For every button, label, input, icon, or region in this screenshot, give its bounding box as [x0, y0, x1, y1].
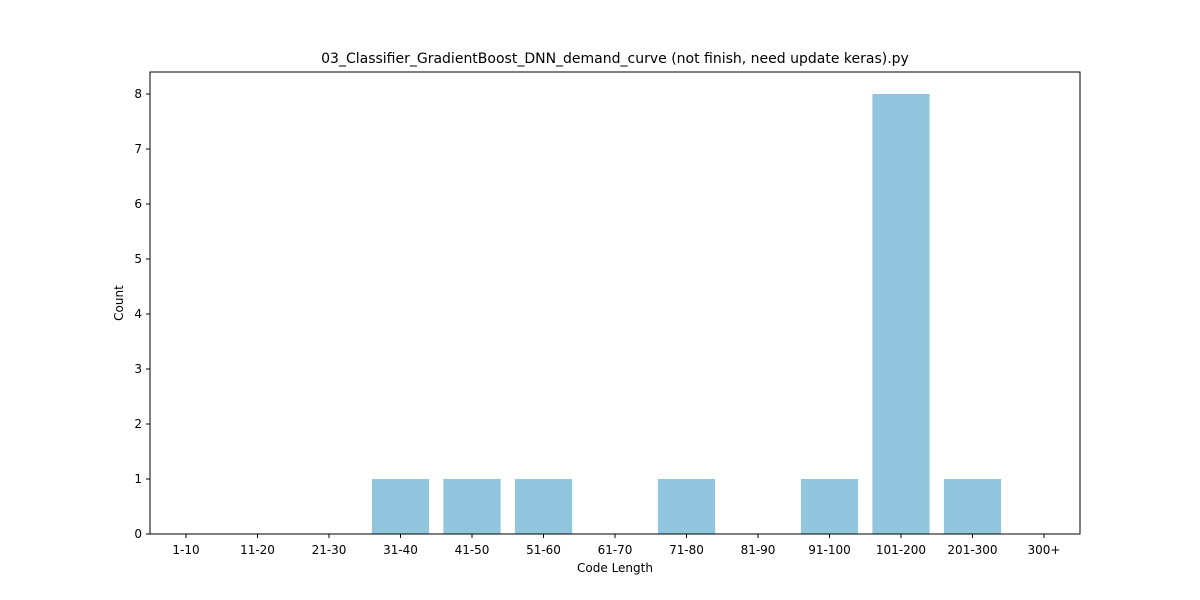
y-tick-label: 6	[134, 197, 142, 211]
x-tick-label: 51-60	[526, 543, 561, 557]
y-tick-label: 7	[134, 142, 142, 156]
x-tick-label: 11-20	[240, 543, 275, 557]
bar-41-50	[443, 479, 501, 534]
x-tick-label: 31-40	[383, 543, 418, 557]
bar-31-40	[371, 479, 430, 534]
bar-71-80	[657, 479, 716, 534]
bar-51-60	[514, 479, 573, 534]
y-tick-label: 1	[134, 472, 142, 486]
x-tick-label: 21-30	[312, 543, 347, 557]
x-tick-label: 41-50	[455, 543, 490, 557]
y-tick-label: 4	[134, 307, 142, 321]
chart-title: 03_Classifier_GradientBoost_DNN_demand_c…	[321, 51, 909, 67]
x-tick-label: 71-80	[669, 543, 704, 557]
x-tick-label: 61-70	[598, 543, 633, 557]
x-tick-label: 300+	[1028, 543, 1061, 557]
x-tick-label: 101-200	[876, 543, 926, 557]
x-axis-label: Code Length	[577, 561, 653, 575]
bar-91-100	[800, 479, 859, 534]
x-tick-label: 201-300	[947, 543, 997, 557]
bar-201-300	[943, 479, 1002, 534]
x-tick-label: 81-90	[741, 543, 776, 557]
y-tick-label: 3	[134, 362, 142, 376]
y-axis-label: Count	[112, 285, 126, 321]
y-tick-label: 2	[134, 417, 142, 431]
x-axis: 1-10 11-20 21-30 31-40 41-50 51-60 61-70 71-80 8…	[172, 534, 1060, 557]
y-tick-label: 5	[134, 252, 142, 266]
y-tick-label: 8	[134, 87, 142, 101]
y-axis: 0 1 2 3 4 5 6 7 8	[134, 87, 150, 541]
x-tick-label: 91-100	[808, 543, 851, 557]
x-tick-label: 1-10	[172, 543, 199, 557]
plot-frame	[149, 71, 1081, 535]
y-tick-label: 0	[134, 527, 142, 541]
bars-group	[371, 94, 1002, 534]
bar-101-200	[872, 94, 930, 534]
